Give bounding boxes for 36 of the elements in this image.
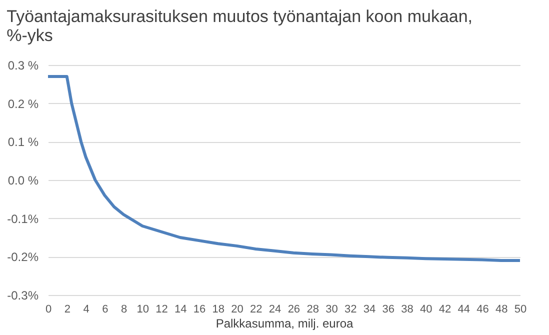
x-tick-label: 20 xyxy=(231,304,244,316)
x-tick-label: 12 xyxy=(156,304,168,316)
x-tick-label: 50 xyxy=(514,304,527,316)
y-tick-label: -0.1% xyxy=(7,212,39,226)
chart-title: Työantajamaksurasituksen muutos työnantajan koon mukaan, %-yks xyxy=(6,7,473,45)
x-tick-label: 8 xyxy=(120,304,128,316)
x-tick-label: 36 xyxy=(382,304,394,316)
x-tick-label: 18 xyxy=(212,304,225,316)
x-tick-label: 16 xyxy=(193,304,206,316)
x-tick-label: 0 xyxy=(45,304,52,316)
x-tick-label: 38 xyxy=(401,304,414,316)
x-tick-label: 34 xyxy=(363,304,376,316)
y-tick-label: 0.0 % xyxy=(8,174,39,188)
y-tick-label: 0.2 % xyxy=(8,96,39,111)
x-tick-label: 46 xyxy=(476,304,489,316)
y-tick-label: 0.3 % xyxy=(8,58,39,72)
x-tick-label: 24 xyxy=(268,304,282,316)
x-tick-label: 26 xyxy=(288,304,300,316)
x-tick-label: 2 xyxy=(64,304,70,316)
x-tick-label: 6 xyxy=(102,304,108,316)
y-tick-label: -0.2% xyxy=(7,250,39,264)
x-tick-label: 22 xyxy=(250,304,262,316)
x-tick-label: 30 xyxy=(326,304,338,316)
line-series xyxy=(46,75,522,262)
x-tick-label: 14 xyxy=(174,304,187,316)
x-tick-label: 48 xyxy=(495,304,508,316)
x-tick-label: 42 xyxy=(438,304,452,316)
y-tick-label: 0.1 % xyxy=(8,135,39,150)
y-tick-label: -0.3% xyxy=(7,288,39,302)
x-axis-title: Palkkasumma, milj. euroa xyxy=(216,316,354,330)
x-tick-label: 4 xyxy=(83,304,90,316)
x-tick-label: 44 xyxy=(458,304,470,316)
x-tick-label: 28 xyxy=(306,304,319,316)
x-tick-label: 40 xyxy=(420,304,432,316)
x-tick-label: 32 xyxy=(344,304,357,316)
x-tick-label: 10 xyxy=(136,304,150,316)
